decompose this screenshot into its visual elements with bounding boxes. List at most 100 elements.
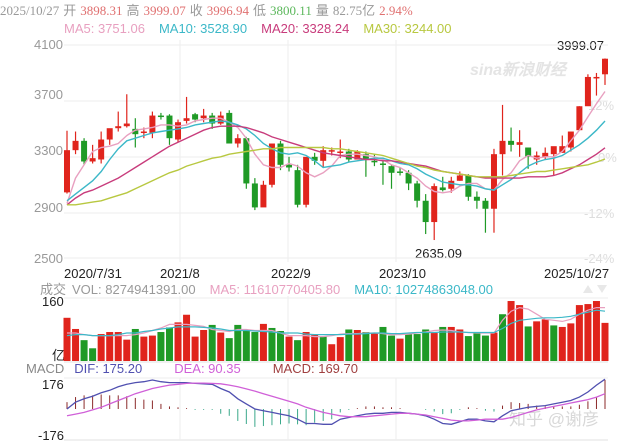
quote-header: 2025/10/27 开 3898.31 高 3999.07 收 3996.94 低 3800.… [0,0,623,20]
min-price-label: 2635.09 [415,246,462,261]
ma30-line [67,146,606,206]
volume-bar [80,340,88,361]
volume-bar [499,314,507,361]
volume-bar [413,334,421,361]
volume-bar [379,326,387,361]
volume-bar [259,323,267,361]
dif-value: DIF: 175.20 [74,361,143,376]
candle-body [431,186,438,223]
sina-watermark: sina新浪财经 [470,62,567,79]
volume-bar [140,336,148,361]
candle-body [525,147,532,157]
price-tick-3300: 3300 [34,143,63,158]
ma20-legend: MA20: 3328.24 [261,21,350,36]
candle-body [251,183,258,208]
candle-body [132,128,139,135]
volume-bar [456,329,464,361]
scroll-up-icon [583,285,593,293]
volume-bar [148,335,156,361]
vol-value: VOL: 8274941391.00 [72,282,196,297]
change-pct: 2.94% [379,3,413,18]
candle-body [166,115,173,139]
scroll-down-icon [597,285,607,293]
volume-bar [464,336,472,361]
candle-body [397,171,404,173]
volume-bar [63,317,71,361]
zhihu-watermark: 知乎 @谢彦 [509,410,599,429]
candle-body [362,154,369,160]
candle-body [98,139,105,160]
volume-bar [370,332,378,361]
candle-body [422,200,429,223]
candle-body [192,114,199,120]
volume-bar [473,332,481,361]
dea-value: DEA: 90.35 [174,361,241,376]
dea-line [66,382,606,422]
price-tick-2500: 2500 [34,251,63,266]
volume-bar [106,332,114,361]
price-tick-2900: 2900 [34,200,63,215]
volume-bar [174,322,182,361]
macd-legend: MACD DIF: 175.20 DEA: 90.35 MACD: 169.70 [26,361,358,376]
candle-body [286,164,293,168]
candle-body [414,183,421,201]
candle-body [64,150,70,193]
ma10-line [66,120,606,202]
macd-title: MACD [26,361,65,376]
candle-body [311,156,318,161]
candle-body [303,156,310,205]
volume-bar [276,331,284,361]
candle-body [439,187,446,191]
candle-body [550,146,557,155]
candle-body [508,140,515,145]
ma30-legend: MA30: 3244.00 [363,21,452,36]
volume-bar [524,326,532,361]
candle-body [593,76,600,79]
volume-bar [516,305,524,361]
candle-body [268,143,275,185]
candle-body [200,115,207,119]
candle-body [140,131,147,134]
volume-bar [294,340,302,361]
candle-body [157,115,164,118]
price-tick-3700: 3700 [34,87,63,102]
macd-bottom-tick: -176 [38,428,65,443]
high-value: 3999.07 [143,3,186,18]
volume-bar [123,339,131,361]
volume-bar [507,301,515,361]
candle-body [388,166,395,173]
close-value: 3996.94 [206,3,250,18]
candle-body [149,115,156,133]
volume-bar [131,328,139,361]
volume-bar [157,332,165,361]
volume-bar [490,332,498,361]
candle-body [405,172,412,184]
quote-date: 2025/10/27 [0,3,60,18]
price-tick-4100: 4100 [34,37,63,52]
candle-body [294,170,301,205]
candle-body [337,151,344,153]
open-value: 3898.31 [80,3,123,18]
macd-value: MACD: 169.70 [272,361,358,376]
candle-body [456,175,463,181]
volume-bar [430,333,438,361]
volume-bar [533,321,541,361]
volume-bar [388,335,396,361]
vol-ma5: MA5: 11610770405.80 [209,282,341,297]
candle-body [542,152,549,157]
date-tick-0: 2020/7/31 [64,266,122,281]
volume-bar [481,335,489,361]
volume-bar [285,336,293,361]
volume-bar [541,319,549,361]
candle-body [371,160,378,163]
candle-body [123,123,130,127]
volume-bar [251,332,259,361]
volume-bar [225,338,233,361]
volume-bar [89,348,97,361]
candle-body [567,131,574,148]
candle-body [576,106,583,131]
candle-body [320,150,327,161]
vol-ma10: MA10: 10274863048.00 [354,282,494,297]
volume-bar [601,322,609,361]
